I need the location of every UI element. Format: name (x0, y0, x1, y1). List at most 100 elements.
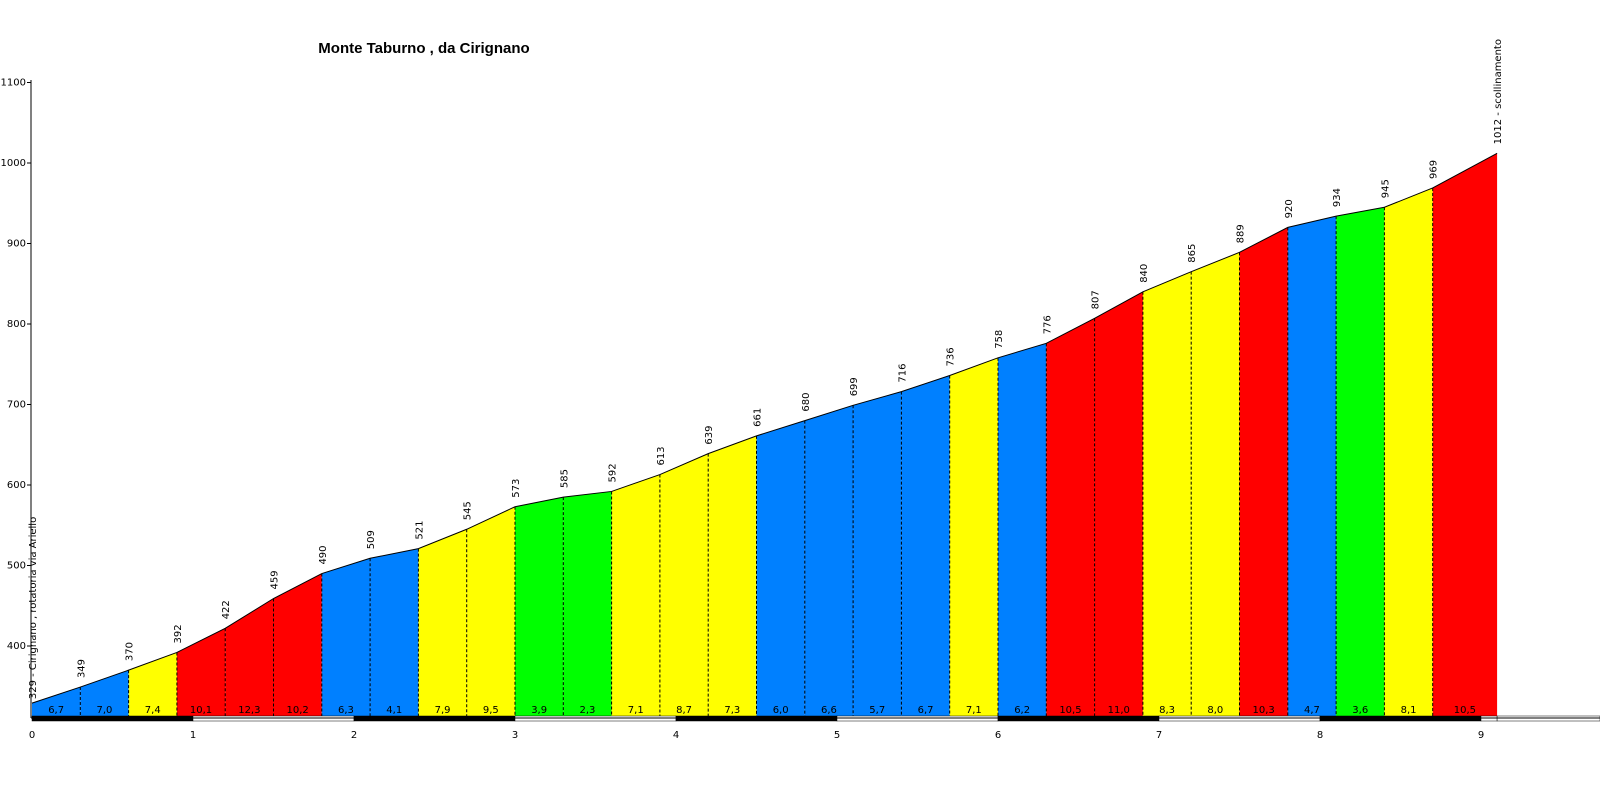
segment-area (1142, 271, 1192, 718)
segment-area (756, 420, 805, 718)
elevation-label: 969 (1429, 160, 1440, 179)
elevation-label: 613 (656, 446, 667, 465)
gradient-label: 7,3 (724, 705, 740, 716)
x-tick-label: 2 (351, 730, 357, 741)
gradient-label: 7,1 (966, 705, 982, 716)
segment-area (1336, 207, 1385, 718)
profile-areas (32, 153, 1498, 719)
elevation-label: 840 (1139, 264, 1150, 283)
elevation-label: 716 (897, 364, 908, 383)
segment-area (1191, 252, 1240, 719)
gradient-label: 8,1 (1401, 705, 1417, 716)
gradient-labels: 6,7 7,0 7,4 10,1 12,3 10,2 6,3 4,1 7,9 9,5 3,9 2,3 7… (48, 705, 1476, 716)
gradient-label: 3,6 (1352, 705, 1368, 716)
gradient-label: 8,7 (676, 705, 692, 716)
elevation-label: 521 (414, 521, 425, 540)
elevation-labels: 329 - Cirignano , rotatoria via Ariello 3… (28, 39, 1504, 699)
y-tick-label: 1100 (1, 78, 26, 89)
gradient-label: 4,1 (386, 705, 402, 716)
gradient-label: 6,7 (48, 705, 64, 716)
gradient-label: 6,6 (821, 705, 837, 716)
segment-area (804, 405, 854, 718)
elevation-label: 639 (704, 426, 715, 445)
segment-area (611, 474, 660, 718)
elevation-label: 945 (1380, 179, 1391, 198)
elevation-label: 509 (366, 530, 377, 549)
segment-area (1432, 153, 1498, 719)
gradient-label: 3,9 (531, 705, 547, 716)
profile-line (31, 152, 1498, 704)
elevation-label: 349 (76, 659, 87, 678)
segment-area (1384, 187, 1433, 718)
gradient-label: 4,7 (1304, 705, 1320, 716)
x-tick-label: 9 (1478, 730, 1484, 741)
segment-area (418, 529, 467, 718)
elevation-label: 329 - Cirignano , rotatoria via Ariello (28, 517, 39, 699)
x-tick-label: 1 (190, 730, 196, 741)
segment-area (659, 453, 709, 718)
segment-area (370, 548, 419, 718)
x-tick-label: 3 (512, 730, 518, 741)
segment-area (32, 687, 81, 718)
gradient-label: 8,3 (1159, 705, 1175, 716)
gradient-label: 7,0 (96, 705, 112, 716)
elevation-label: 889 (1236, 224, 1247, 243)
x-tick-label: 4 (673, 730, 679, 741)
gradient-label: 6,3 (338, 705, 354, 716)
elevation-label: 920 (1284, 199, 1295, 218)
segment-area (176, 628, 226, 718)
segment-dividers (79, 187, 1434, 718)
segment-area (1239, 227, 1288, 718)
elevation-label: 585 (559, 469, 570, 488)
x-tick-label: 8 (1317, 730, 1323, 741)
gradient-label: 10,2 (287, 705, 309, 716)
gradient-label: 7,4 (145, 705, 161, 716)
gradient-label: 10,5 (1454, 705, 1476, 716)
gradient-label: 10,5 (1059, 705, 1081, 716)
segment-area (1046, 318, 1095, 718)
x-tick-label: 6 (995, 730, 1001, 741)
segment-area (949, 357, 998, 718)
elevation-label: 592 (608, 463, 619, 482)
elevation-label: 758 (994, 330, 1005, 349)
elevation-label: 1012 - scollinamento (1493, 39, 1504, 144)
gradient-label: 11,0 (1108, 705, 1130, 716)
gradient-label: 5,7 (869, 705, 885, 716)
axes: 400 500 600 700 800 900 1000 1100 0 1 2 3 4 5 6 7 8 9 (1, 78, 1600, 741)
elevation-label: 573 (511, 479, 522, 498)
segment-area (128, 652, 177, 718)
gradient-label: 8,0 (1207, 705, 1223, 716)
segment-area (998, 343, 1047, 718)
segment-area (321, 558, 371, 718)
gradient-label: 7,9 (435, 705, 451, 716)
segment-area (1287, 216, 1337, 718)
segment-area (225, 598, 274, 718)
elevation-label: 934 (1332, 188, 1343, 207)
segment-area (708, 435, 757, 718)
x-tick-label: 0 (29, 730, 35, 741)
gradient-label: 12,3 (238, 705, 260, 716)
y-tick-label: 800 (7, 319, 26, 330)
segment-area (515, 497, 564, 718)
y-tick-label: 400 (7, 641, 26, 652)
elevation-label: 370 (125, 642, 136, 661)
elevation-label: 680 (801, 393, 812, 412)
gradient-label: 10,3 (1253, 705, 1275, 716)
elevation-label: 865 (1187, 244, 1198, 263)
gradient-label: 6,2 (1014, 705, 1030, 716)
segment-area (901, 375, 950, 718)
elevation-label: 807 (1091, 290, 1102, 309)
elevation-label: 392 (173, 624, 184, 643)
y-tick-label: 700 (7, 400, 26, 411)
segment-area (853, 391, 902, 718)
profile-outline (31, 152, 1498, 704)
gradient-label: 2,3 (579, 705, 595, 716)
gradient-label: 10,1 (190, 705, 212, 716)
elevation-label: 490 (318, 545, 329, 564)
y-tick-label: 900 (7, 239, 26, 250)
segment-area (273, 573, 322, 718)
x-tick-label: 5 (834, 730, 840, 741)
x-tick-label: 7 (1156, 730, 1162, 741)
elevation-label: 422 (221, 600, 232, 619)
